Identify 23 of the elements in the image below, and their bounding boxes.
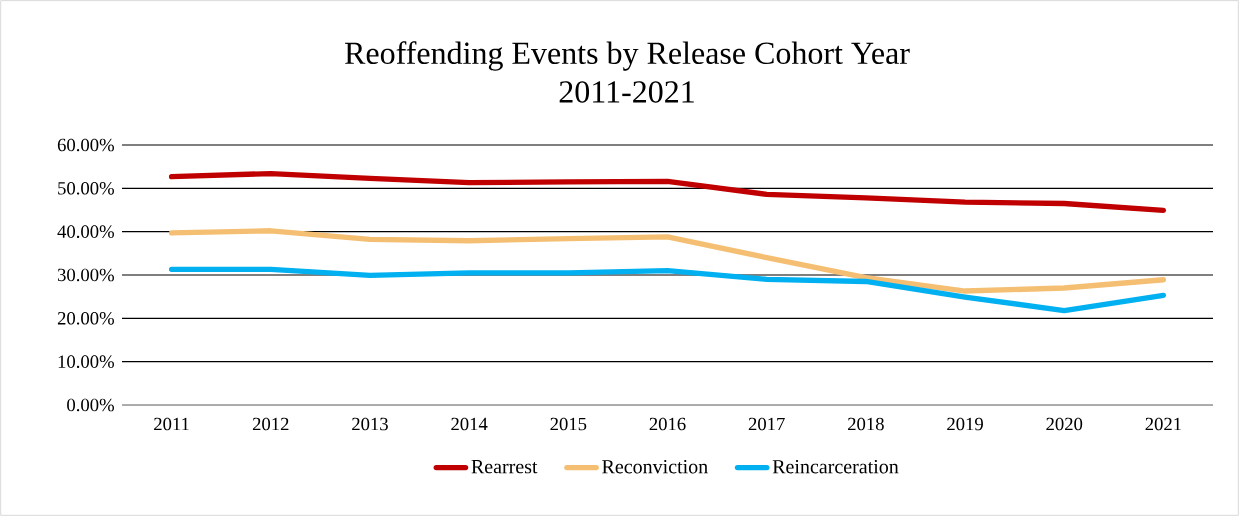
chart-title: Reoffending Events by Release Cohort Year	[345, 41, 910, 71]
legend-label: Reincarceration	[772, 459, 899, 474]
legend-label: Rearrest	[471, 460, 538, 474]
y-tick-label: 10.00%	[58, 355, 114, 368]
y-tick-label: 50.00%	[58, 181, 114, 195]
x-tick-label: 2020	[1046, 417, 1083, 431]
y-tick-label: 30.00%	[57, 268, 114, 282]
x-tick-label: 2016	[649, 417, 686, 431]
x-tick-label: 2017	[748, 417, 785, 431]
x-tick-label: 2013	[352, 417, 388, 431]
x-tick-label: 2011	[154, 417, 189, 431]
x-tick-label: 2015	[550, 417, 587, 431]
y-tick-label: 60.00%	[57, 138, 114, 152]
legend-label: Reconviction	[602, 459, 708, 474]
x-tick-label: 2019	[947, 417, 983, 431]
y-tick-label: 0.00%	[67, 398, 114, 412]
y-tick-label: 20.00%	[57, 311, 114, 325]
x-tick-label: 2014	[451, 417, 488, 431]
x-tick-label: 2012	[252, 417, 289, 431]
y-tick-label: 40.00%	[57, 225, 114, 238]
chart-subtitle: 2011-2021	[559, 81, 694, 103]
x-tick-label: 2018	[848, 417, 884, 431]
x-tick-label: 2021	[1145, 417, 1181, 431]
